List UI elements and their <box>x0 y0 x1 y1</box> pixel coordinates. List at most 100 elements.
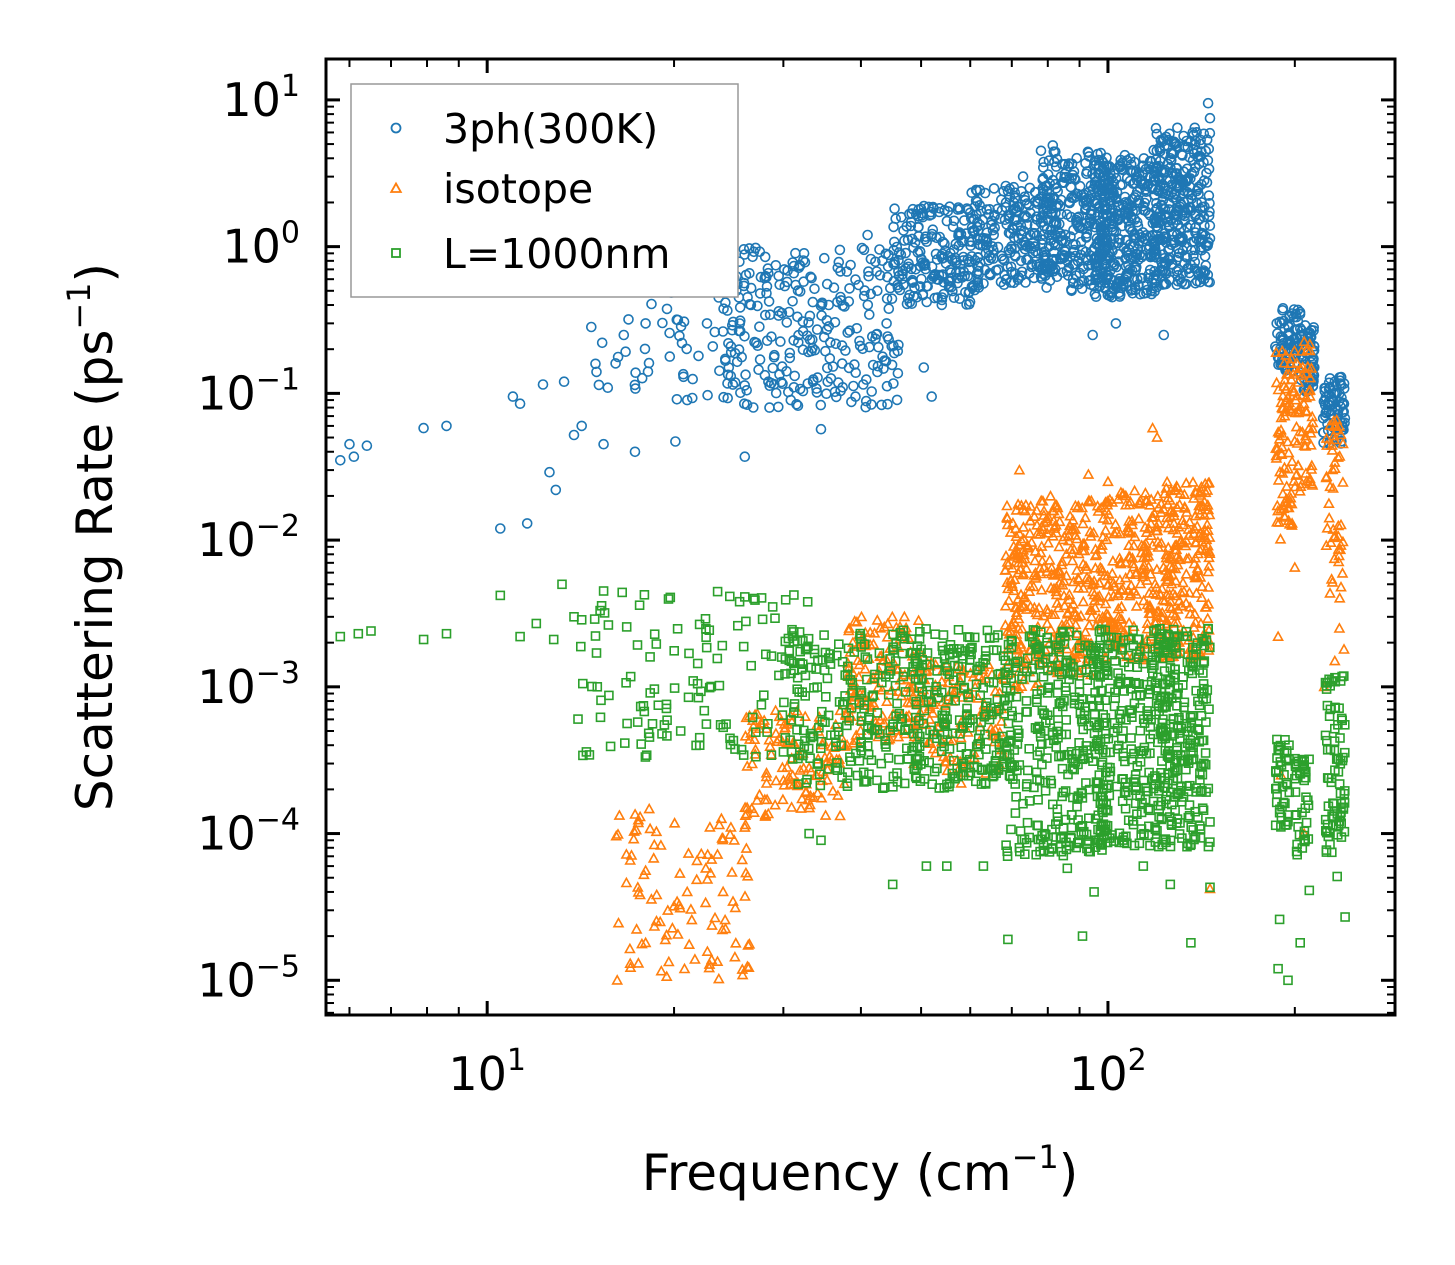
point-l1000nm <box>1037 705 1048 716</box>
point-3ph <box>1173 251 1184 263</box>
point-3ph <box>494 523 506 534</box>
point-l1000nm <box>1088 756 1098 767</box>
point-isotope <box>729 901 742 913</box>
point-l1000nm <box>1053 721 1064 732</box>
point-isotope <box>1005 620 1018 632</box>
point-l1000nm <box>840 670 851 680</box>
point-isotope <box>1332 555 1345 567</box>
point-l1000nm <box>1327 847 1337 858</box>
point-l1000nm <box>1009 761 1020 772</box>
point-isotope <box>741 870 754 881</box>
point-l1000nm <box>1123 815 1134 826</box>
point-l1000nm <box>929 766 940 777</box>
point-isotope <box>1063 519 1076 531</box>
point-3ph <box>784 347 796 359</box>
point-l1000nm <box>638 700 649 711</box>
point-3ph <box>918 362 930 373</box>
point-l1000nm <box>1205 837 1215 847</box>
point-3ph <box>902 234 914 246</box>
point-l1000nm <box>1011 791 1021 802</box>
point-l1000nm <box>625 671 636 682</box>
point-l1000nm <box>1021 707 1031 717</box>
point-isotope <box>1005 574 1017 585</box>
point-isotope <box>741 801 753 813</box>
point-l1000nm <box>1108 836 1119 846</box>
point-l1000nm <box>1104 790 1115 801</box>
point-isotope <box>660 970 673 982</box>
point-l1000nm <box>645 652 655 662</box>
point-3ph <box>946 272 958 284</box>
point-3ph <box>544 466 555 478</box>
point-l1000nm <box>1042 632 1052 643</box>
point-3ph <box>1087 329 1098 341</box>
point-isotope <box>1089 549 1102 561</box>
point-isotope <box>1048 520 1061 532</box>
point-l1000nm <box>757 614 768 625</box>
point-3ph <box>739 380 751 391</box>
point-3ph <box>1154 143 1165 155</box>
point-3ph <box>1338 398 1350 410</box>
point-3ph <box>1083 275 1094 287</box>
point-3ph <box>1158 329 1170 341</box>
point-3ph <box>1050 146 1061 158</box>
point-3ph <box>893 247 905 258</box>
point-isotope <box>1084 525 1097 537</box>
point-3ph <box>1006 243 1017 255</box>
point-l1000nm <box>1030 722 1041 733</box>
point-isotope <box>1196 580 1208 592</box>
point-isotope <box>769 704 782 716</box>
point-3ph <box>693 350 704 362</box>
point-3ph <box>1096 155 1108 167</box>
point-3ph <box>1114 160 1125 172</box>
point-3ph <box>629 379 641 391</box>
point-3ph <box>872 360 884 372</box>
point-3ph <box>1055 171 1067 182</box>
point-3ph <box>815 423 827 435</box>
point-l1000nm <box>1102 805 1113 816</box>
point-3ph <box>1077 244 1088 256</box>
point-l1000nm <box>738 750 749 760</box>
point-3ph <box>1286 308 1298 319</box>
point-l1000nm <box>959 682 970 693</box>
point-l1000nm <box>814 769 825 780</box>
point-3ph <box>1177 268 1188 279</box>
point-isotope <box>1012 556 1025 568</box>
point-isotope <box>1294 362 1307 374</box>
point-l1000nm <box>1170 664 1180 675</box>
point-l1000nm <box>820 647 831 658</box>
point-l1000nm <box>831 741 841 752</box>
point-isotope <box>1285 373 1298 385</box>
point-isotope <box>1005 618 1018 630</box>
point-isotope <box>1337 437 1349 449</box>
point-isotope <box>1188 557 1201 569</box>
point-3ph <box>794 383 806 395</box>
point-l1000nm <box>924 757 935 768</box>
point-3ph <box>1296 329 1307 341</box>
point-l1000nm <box>1142 706 1152 716</box>
point-l1000nm <box>1181 626 1192 637</box>
point-isotope <box>1156 606 1169 618</box>
point-l1000nm <box>1058 701 1068 712</box>
point-isotope <box>1184 601 1196 612</box>
point-isotope <box>1113 552 1126 563</box>
point-3ph <box>931 254 943 265</box>
point-isotope <box>1084 530 1097 541</box>
point-isotope <box>1280 480 1293 491</box>
point-isotope <box>1122 524 1134 536</box>
point-l1000nm <box>931 685 942 696</box>
point-3ph <box>521 518 533 529</box>
point-isotope <box>1051 597 1063 608</box>
point-isotope <box>1176 514 1189 526</box>
point-l1000nm <box>833 639 844 650</box>
point-3ph <box>1204 112 1216 124</box>
point-l1000nm <box>1177 833 1187 843</box>
point-l1000nm <box>1339 671 1349 681</box>
point-l1000nm <box>353 628 364 639</box>
point-isotope <box>1152 517 1165 528</box>
point-3ph <box>1181 135 1192 147</box>
point-l1000nm <box>669 645 680 656</box>
point-isotope <box>1292 376 1305 387</box>
point-l1000nm <box>1113 668 1123 678</box>
point-isotope <box>1152 535 1164 547</box>
point-l1000nm <box>1068 669 1078 680</box>
